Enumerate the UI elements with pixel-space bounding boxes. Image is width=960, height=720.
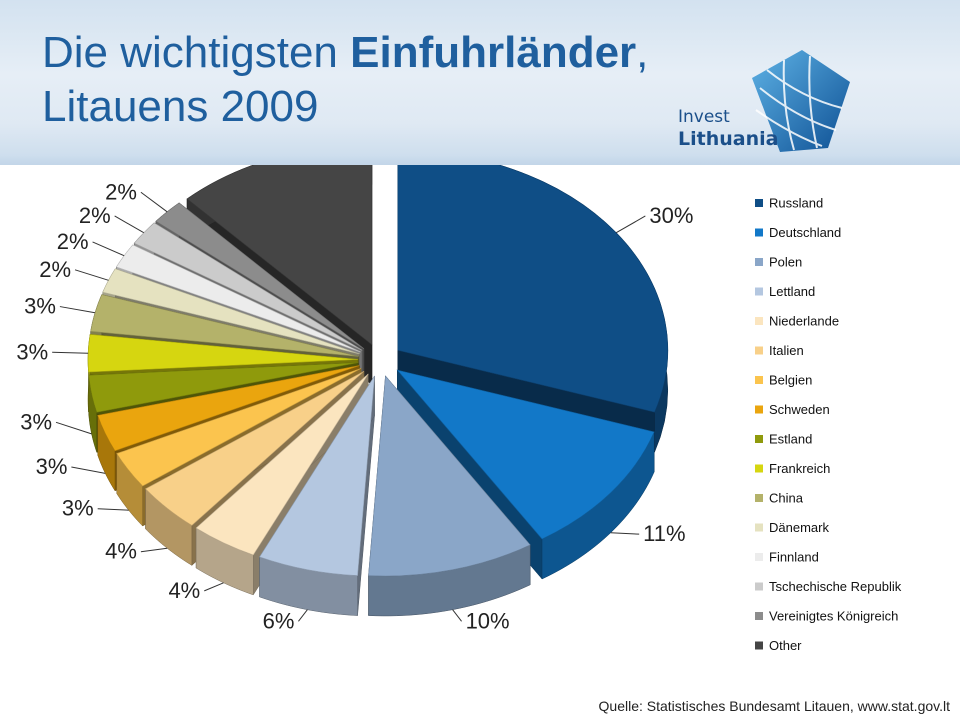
data-label-3: 10% bbox=[466, 608, 510, 633]
leader-line-6 bbox=[140, 547, 168, 553]
leader-line-9 bbox=[55, 421, 92, 435]
header-banner: Die wichtigsten Einfuhrländer, Litauens 2… bbox=[0, 0, 960, 165]
legend-label-15: Vereinigtes Königreich bbox=[769, 609, 898, 624]
legend-swatch-4 bbox=[755, 287, 763, 296]
data-label-7: 3% bbox=[62, 496, 94, 521]
data-label-5: 4% bbox=[168, 578, 200, 603]
logo-line1: Invest bbox=[678, 107, 730, 127]
legend-swatch-11 bbox=[755, 494, 763, 502]
leader-line-14 bbox=[114, 215, 145, 234]
legend-label-1: Russland bbox=[769, 196, 823, 211]
pie-slice-3 bbox=[368, 375, 531, 617]
leader-line-1 bbox=[615, 215, 646, 234]
leader-line-2 bbox=[610, 532, 640, 535]
legend-label-12: Dänemark bbox=[769, 520, 829, 535]
legend-swatch-6 bbox=[755, 346, 763, 355]
leader-line-4 bbox=[298, 609, 308, 622]
legend-swatch-5 bbox=[755, 317, 763, 325]
legend-swatch-14 bbox=[755, 582, 763, 591]
legend-label-13: Finnland bbox=[769, 550, 819, 565]
data-label-12: 2% bbox=[39, 257, 71, 282]
legend-label-9: Estland bbox=[769, 432, 812, 447]
title-comma: , bbox=[636, 28, 649, 77]
legend-swatch-1 bbox=[755, 199, 763, 207]
legend-label-16: Other bbox=[769, 638, 802, 653]
legend-label-2: Deutschland bbox=[769, 225, 841, 240]
leader-line-5 bbox=[204, 582, 224, 592]
data-label-1: 30% bbox=[649, 203, 693, 228]
legend-swatch-16 bbox=[755, 641, 763, 650]
logo-wordmark: Invest Lithuania bbox=[678, 106, 778, 150]
data-label-15: 2% bbox=[105, 179, 137, 204]
legend-swatch-12 bbox=[755, 523, 763, 532]
legend-label-3: Polen bbox=[769, 255, 802, 270]
pie-slice-4 bbox=[259, 375, 375, 616]
legend-label-7: Belgien bbox=[769, 373, 812, 388]
title-text: Die wichtigsten bbox=[42, 28, 351, 77]
source-note: Quelle: Statistisches Bundesamt Litauen,… bbox=[598, 698, 950, 714]
leader-line-3 bbox=[452, 609, 462, 622]
data-label-4: 6% bbox=[263, 608, 295, 633]
legend-label-5: Niederlande bbox=[769, 314, 839, 329]
legend-swatch-3 bbox=[755, 258, 763, 266]
legend-label-11: China bbox=[769, 491, 804, 506]
data-label-8: 3% bbox=[36, 454, 68, 479]
data-label-2: 11% bbox=[643, 521, 685, 546]
legend-swatch-9 bbox=[755, 435, 763, 443]
title-line2: Litauens 2009 bbox=[42, 82, 319, 131]
leader-line-11 bbox=[59, 306, 96, 314]
data-label-6: 4% bbox=[105, 539, 137, 564]
legend-swatch-15 bbox=[755, 612, 763, 620]
data-label-13: 2% bbox=[57, 229, 89, 254]
legend-swatch-10 bbox=[755, 464, 763, 473]
data-label-10: 3% bbox=[16, 339, 48, 364]
legend-swatch-8 bbox=[755, 405, 763, 414]
data-label-9: 3% bbox=[20, 409, 52, 434]
import-pie-chart: 30%11%10%6%4%4%3%3%3%3%3%2%2%2%2%12% Rus… bbox=[16, 165, 902, 653]
leader-line-12 bbox=[74, 269, 109, 281]
legend-label-14: Tschechische Republik bbox=[769, 579, 902, 594]
page-title: Die wichtigsten Einfuhrländer, Litauens 2… bbox=[42, 26, 648, 134]
legend-swatch-2 bbox=[755, 228, 763, 237]
legend-label-4: Lettland bbox=[769, 284, 815, 299]
title-highlight: Einfuhrländer bbox=[350, 28, 637, 77]
leader-line-15 bbox=[140, 191, 168, 213]
data-label-14: 2% bbox=[79, 203, 111, 228]
data-label-11: 3% bbox=[24, 294, 56, 319]
legend-label-8: Schweden bbox=[769, 402, 830, 417]
leader-line-10 bbox=[52, 351, 89, 354]
legend-label-6: Italien bbox=[769, 343, 804, 358]
leader-line-13 bbox=[92, 241, 125, 257]
leader-line-8 bbox=[71, 466, 106, 474]
legend-swatch-7 bbox=[755, 376, 763, 384]
logo-line2: Lithuania bbox=[678, 128, 779, 150]
legend-swatch-13 bbox=[755, 553, 763, 561]
invest-lithuania-logo bbox=[752, 50, 850, 152]
legend-label-10: Frankreich bbox=[769, 461, 830, 476]
leader-line-7 bbox=[97, 508, 129, 511]
